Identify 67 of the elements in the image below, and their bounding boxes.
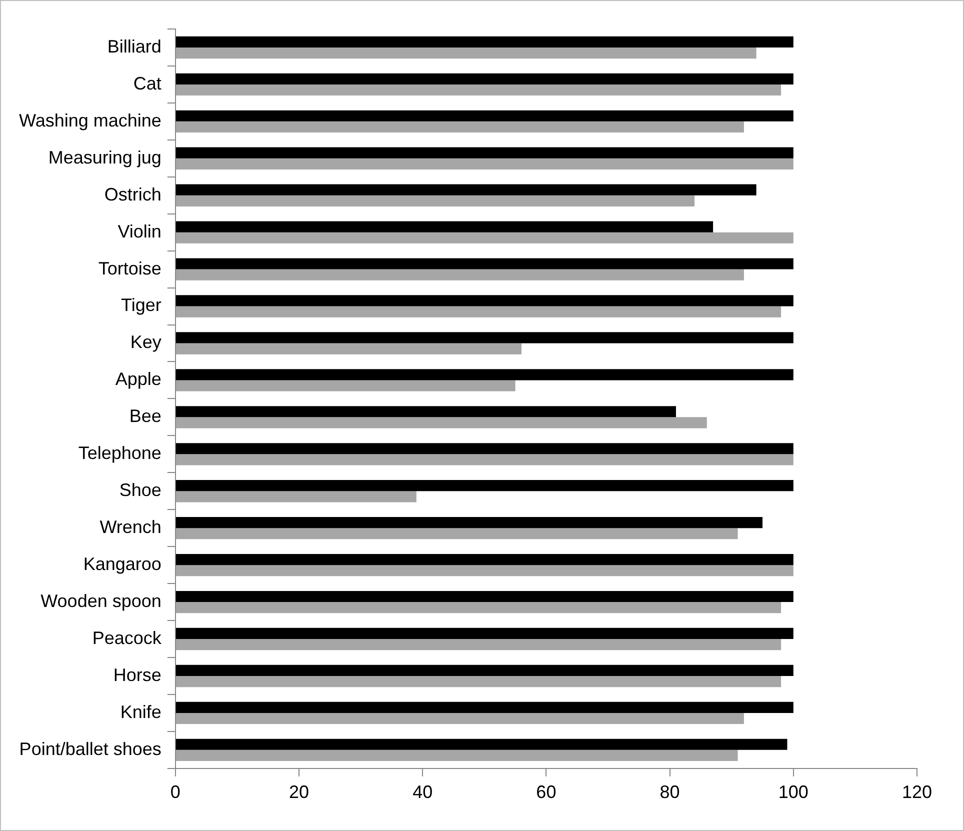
y-tick-label: Billiard (107, 36, 162, 56)
bar (176, 443, 794, 454)
bar (176, 121, 744, 133)
bar (176, 269, 744, 280)
bar (176, 47, 756, 59)
y-tick-label: Tiger (121, 295, 162, 316)
x-tick-label: 80 (660, 782, 680, 802)
y-tick-label: Shoe (119, 480, 162, 500)
bar (176, 602, 782, 614)
bar (176, 221, 714, 232)
bar (176, 628, 794, 640)
y-tick-label: Bee (129, 406, 162, 426)
y-tick-label: Horse (113, 664, 162, 685)
bar (176, 158, 794, 170)
x-tick-label: 0 (170, 782, 180, 802)
bar (176, 110, 794, 122)
y-tick-label: Wooden spoon (40, 591, 162, 612)
bar (176, 528, 738, 540)
y-tick-label: Tortoise (98, 258, 162, 278)
bar (176, 332, 794, 344)
x-tick-label: 100 (778, 782, 808, 802)
x-tick-label: 20 (288, 782, 310, 802)
bar (176, 73, 794, 84)
x-tick-label: 40 (412, 782, 433, 802)
bar (176, 195, 695, 206)
y-tick-label: Telephone (78, 443, 162, 464)
bar (176, 738, 788, 750)
bar (176, 480, 794, 492)
y-tick-label: Wrench (100, 517, 162, 538)
bar (176, 590, 794, 602)
bar (176, 491, 416, 502)
y-tick-label: Knife (120, 702, 162, 722)
y-tick-label: Point/ballet shoes (19, 738, 162, 759)
y-tick-label: Measuring jug (48, 147, 162, 168)
bar (176, 184, 756, 196)
y-tick-label: Cat (133, 73, 162, 94)
x-tick-label: 60 (536, 782, 556, 802)
bar (176, 517, 762, 528)
y-tick-label: Violin (118, 221, 162, 242)
bar (176, 147, 794, 158)
bar (176, 676, 782, 688)
bar (176, 380, 516, 392)
bar (176, 702, 794, 713)
bar (176, 258, 794, 270)
bar (176, 84, 782, 96)
bar (176, 306, 782, 318)
y-tick-label: Ostrich (104, 184, 162, 204)
y-tick-label: Kangaroo (83, 554, 162, 574)
bar (176, 565, 794, 576)
bar (176, 454, 794, 466)
y-tick-label: Key (130, 332, 162, 352)
y-tick-label: Apple (115, 369, 162, 390)
bar (176, 750, 738, 762)
bar (176, 639, 782, 650)
bar (176, 343, 522, 354)
bar (176, 417, 707, 428)
x-tick-label: 120 (902, 782, 932, 802)
y-tick-label: Washing machine (18, 110, 162, 130)
bar (176, 406, 676, 418)
bar (176, 232, 794, 244)
bar (176, 369, 794, 380)
bar (176, 664, 794, 676)
y-tick-label: Peacock (92, 628, 162, 648)
bar (176, 554, 794, 566)
bar (176, 712, 744, 724)
bar (176, 295, 794, 306)
bar (176, 36, 794, 48)
